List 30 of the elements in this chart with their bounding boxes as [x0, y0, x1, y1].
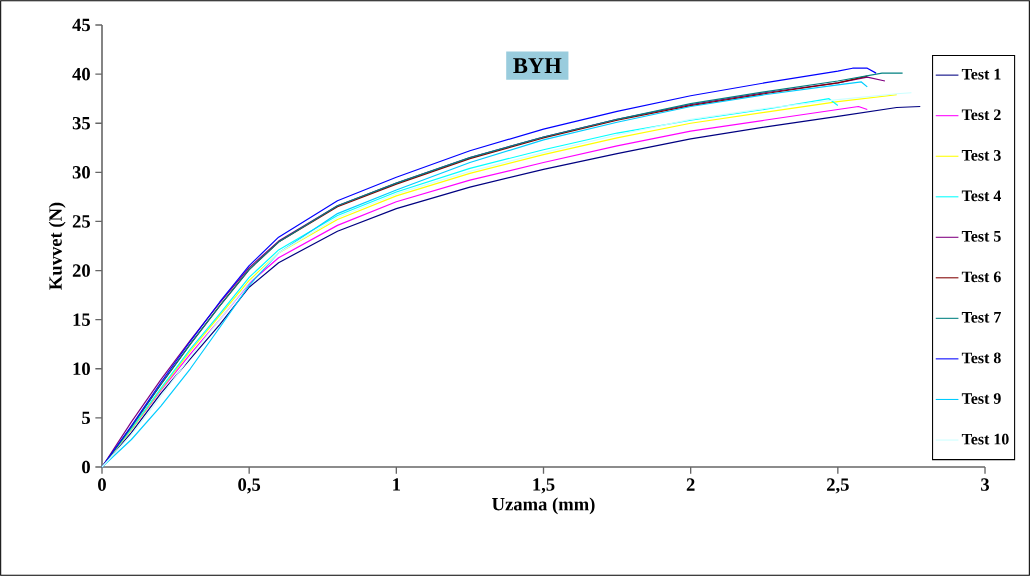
x-tick-label: 3 — [981, 478, 990, 491]
y-tick-label: 20 — [72, 264, 90, 277]
y-tick-label: 45 — [72, 18, 90, 32]
y-tick-label: 15 — [73, 313, 90, 326]
legend-label: Test 1 — [961, 68, 1001, 80]
x-tick-label: 1,5 — [533, 478, 555, 494]
y-tick-label: 25 — [72, 215, 90, 228]
y-tick-label: 5 — [82, 411, 90, 425]
y-tick-label: 10 — [73, 362, 90, 376]
y-axis-title: Kuvvet (N) — [48, 202, 66, 290]
legend-label: Test 5 — [961, 231, 1001, 242]
y-tick-label: 35 — [72, 116, 90, 130]
legend-label: Test 10 — [961, 433, 1009, 445]
x-tick-label: 1 — [393, 478, 401, 491]
y-tick-label: 40 — [72, 67, 90, 81]
legend-label: Test 7 — [961, 312, 1001, 323]
legend-label: Test 6 — [961, 271, 1001, 283]
y-tick-label: 30 — [72, 166, 90, 179]
legend-label: Test 8 — [961, 352, 1001, 364]
x-tick-label: 0,5 — [238, 478, 261, 494]
y-tick-label: 0 — [82, 460, 90, 474]
legend-label: Test 2 — [961, 109, 1001, 121]
x-tick-label: 0 — [98, 478, 106, 491]
x-tick-label: 2 — [686, 478, 695, 491]
legend-label: Test 9 — [961, 393, 1001, 404]
x-axis-title: Uzama (mm) — [492, 497, 595, 515]
legend-label: Test 3 — [961, 149, 1001, 161]
x-tick-label: 2,5 — [826, 478, 849, 494]
text: BYH — [513, 58, 562, 74]
legend-label: Test 4 — [961, 190, 1002, 202]
